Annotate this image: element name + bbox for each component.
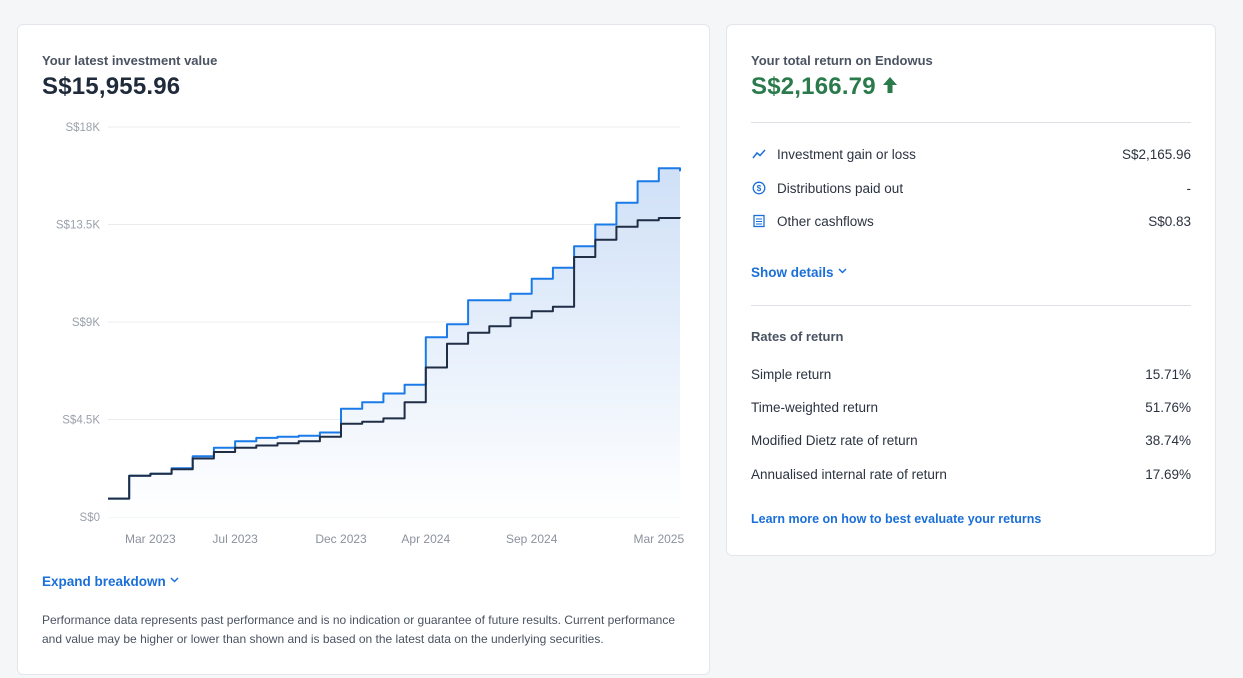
x-tick-label: Mar 2025 <box>633 532 684 546</box>
modified-dietz-row: Modified Dietz rate of return 38.74% <box>751 430 1191 450</box>
show-details-label: Show details <box>751 265 834 280</box>
investment-gain-value: S$2,165.96 <box>1121 146 1191 162</box>
modified-dietz-label: Modified Dietz rate of return <box>751 432 918 448</box>
time-weighted-return-row: Time-weighted return 51.76% <box>751 397 1191 417</box>
investment-value-title: Your latest investment value <box>42 53 218 68</box>
y-tick-label: S$13.5K <box>56 220 100 232</box>
x-tick-label: Dec 2023 <box>315 532 367 546</box>
time-weighted-return-value: 51.76% <box>1145 399 1191 415</box>
expand-breakdown-link[interactable]: Expand breakdown <box>42 574 179 589</box>
document-icon <box>751 213 767 229</box>
annualised-irr-value: 17.69% <box>1145 466 1191 482</box>
modified-dietz-value: 38.74% <box>1145 432 1191 448</box>
simple-return-value: 15.71% <box>1145 366 1191 382</box>
chart-area <box>108 168 680 517</box>
arrow-up-icon <box>882 73 898 101</box>
value-area-fill <box>108 168 680 517</box>
x-axis-labels: Mar 2023 Jul 2023 Dec 2023 Apr 2024 Sep 2024… <box>125 532 684 546</box>
chevron-down-icon <box>170 575 179 586</box>
annualised-irr-label: Annualised internal rate of return <box>751 466 947 482</box>
chevron-down-icon <box>838 266 847 277</box>
x-tick-label: Sep 2024 <box>506 532 558 546</box>
annualised-irr-row: Annualised internal rate of return 17.69… <box>751 464 1191 484</box>
rates-of-return-title: Rates of return <box>751 329 844 344</box>
chart-lines <box>108 167 681 500</box>
divider <box>751 305 1191 306</box>
x-tick-label: Mar 2023 <box>125 532 176 546</box>
other-cashflows-label: Other cashflows <box>777 213 874 229</box>
time-weighted-return-label: Time-weighted return <box>751 399 879 415</box>
divider <box>751 122 1191 123</box>
other-cashflows-row: Other cashflows S$0.83 <box>751 211 1191 231</box>
x-tick-label: Jul 2023 <box>212 532 258 546</box>
y-axis-labels: S$18K S$13.5K S$9K S$4.5K S$0 <box>56 122 100 524</box>
simple-return-row: Simple return 15.71% <box>751 364 1191 384</box>
other-cashflows-value: S$0.83 <box>1148 213 1191 229</box>
distributions-label: Distributions paid out <box>777 180 904 196</box>
investment-value-card: Your latest investment value S$15,955.96… <box>17 24 710 675</box>
investment-gain-label: Investment gain or loss <box>777 146 916 162</box>
investment-value-amount: S$15,955.96 <box>42 73 181 100</box>
show-details-link[interactable]: Show details <box>751 265 847 280</box>
total-return-title: Your total return on Endowus <box>751 53 933 68</box>
svg-text:$: $ <box>757 184 762 193</box>
investment-gain-row: Investment gain or loss S$2,165.96 <box>751 144 1191 164</box>
distributions-row: $ Distributions paid out - <box>751 178 1191 198</box>
performance-disclaimer: Performance data represents past perform… <box>42 613 676 646</box>
distributions-value: - <box>1186 180 1192 196</box>
y-tick-label: S$4.5K <box>62 415 100 427</box>
investment-chart[interactable]: S$18K S$13.5K S$9K S$4.5K S$0 Mar 2023 Jul 20… <box>18 115 709 555</box>
expand-breakdown-label: Expand breakdown <box>42 574 166 589</box>
total-return-card: Your total return on Endowus S$2,166.79 … <box>726 24 1216 556</box>
y-tick-label: S$0 <box>80 512 100 524</box>
trend-line-icon <box>751 146 767 162</box>
simple-return-label: Simple return <box>751 366 832 382</box>
total-return-amount-wrap: S$2,166.79 <box>751 73 898 101</box>
net-invested-line <box>108 217 681 500</box>
total-return-amount: S$2,166.79 <box>751 73 876 100</box>
y-tick-label: S$18K <box>65 122 100 134</box>
y-tick-label: S$9K <box>72 317 100 329</box>
x-tick-label: Apr 2024 <box>401 532 450 546</box>
dollar-circle-icon: $ <box>751 180 767 196</box>
learn-more-link[interactable]: Learn more on how to best evaluate your … <box>751 512 1042 526</box>
